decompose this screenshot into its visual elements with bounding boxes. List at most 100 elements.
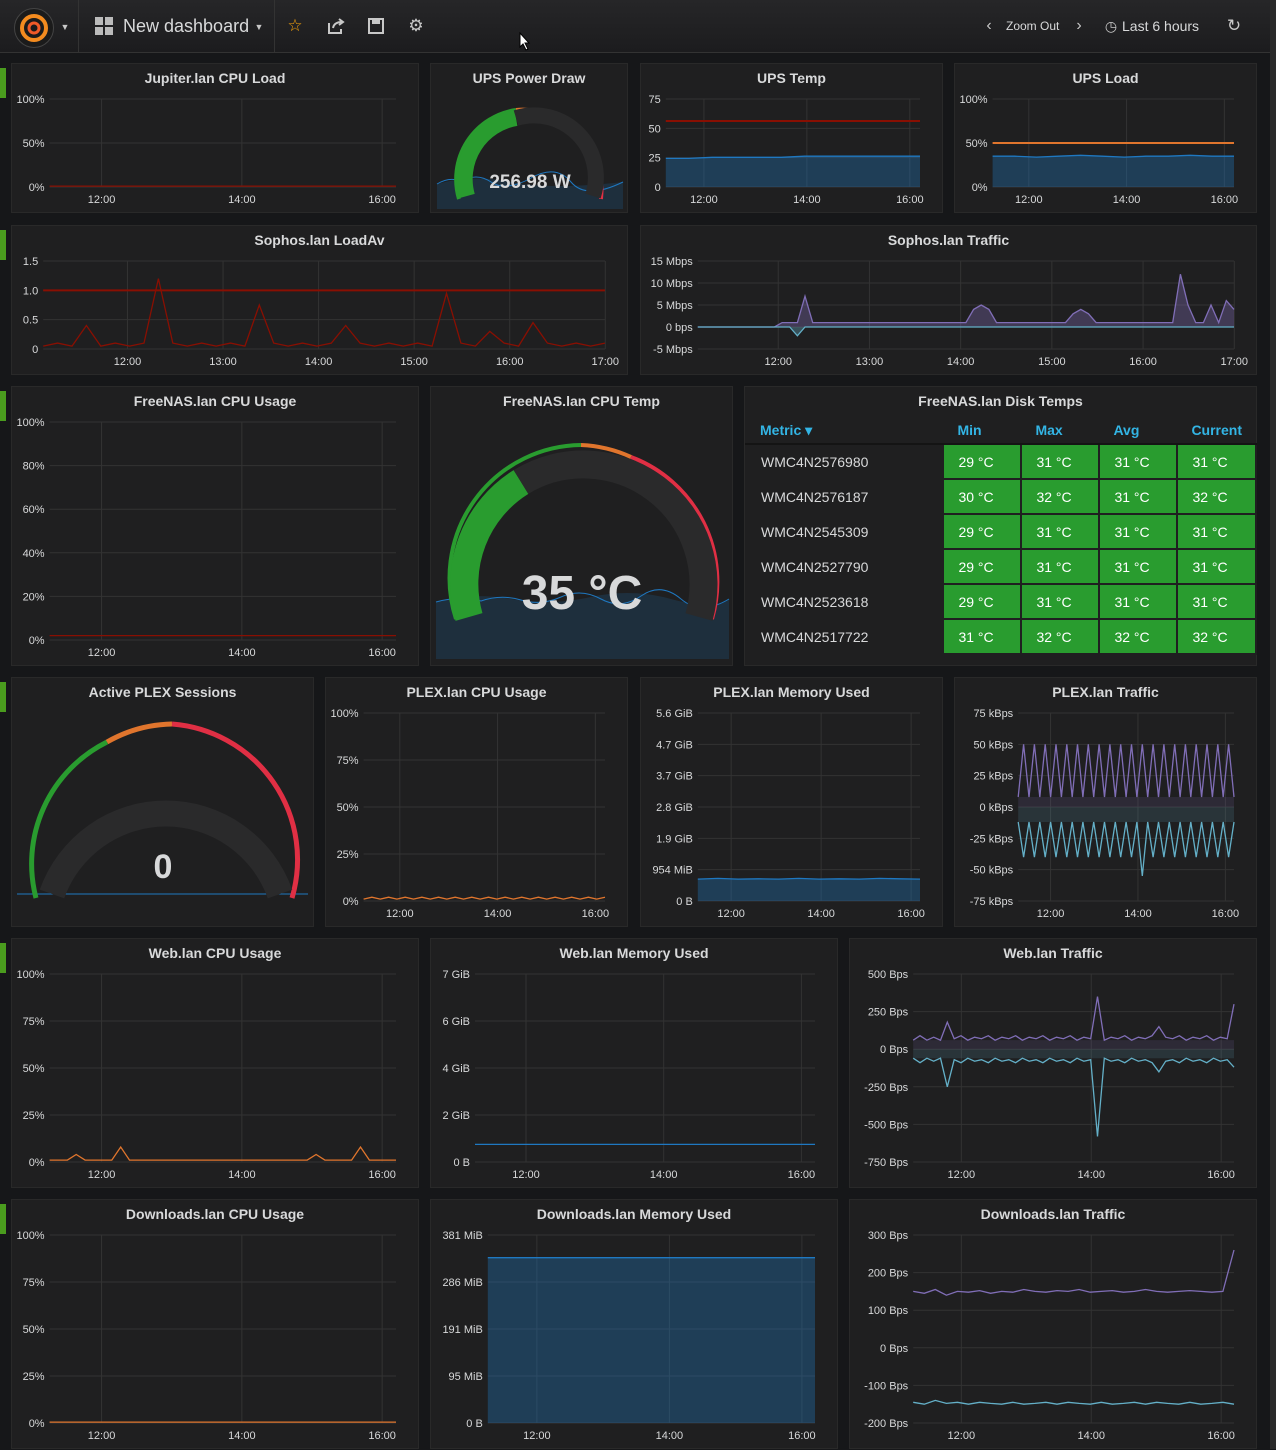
panel-title[interactable]: PLEX.lan Memory Used [713, 684, 870, 700]
x-tick-label: 14:00 [484, 908, 512, 920]
column-header-avg[interactable]: Avg [1099, 417, 1178, 445]
panel-plex-memory-used[interactable]: 5.6 GiB 4.7 GiB 3.7 GiB 2.8 GiB 1.9 GiB 954 M… [640, 677, 943, 927]
x-tick-label: 12:00 [88, 647, 116, 659]
x-tick-label: 14:00 [1113, 194, 1141, 206]
y-tick-label: 0 B [466, 1418, 483, 1430]
y-tick-label: 381 MiB [442, 1230, 482, 1242]
panel-title[interactable]: Web.lan CPU Usage [148, 945, 282, 961]
chart-svg: 100% 50% 0% 12:00 14:00 16:00 [16, 94, 396, 206]
share-icon[interactable] [327, 17, 345, 35]
row-handle[interactable] [0, 1204, 6, 1234]
series-line [363, 896, 606, 900]
dashboard-caret-icon[interactable]: ▼ [254, 22, 264, 32]
panel-title[interactable]: PLEX.lan Traffic [1052, 684, 1159, 700]
chevron-left-icon[interactable]: ‹ [986, 17, 992, 34]
panel-title[interactable]: Active PLEX Sessions [88, 684, 237, 700]
zoom-out-button[interactable]: Zoom Out [1006, 19, 1060, 33]
panel-title[interactable]: Sophos.lan Traffic [887, 232, 1010, 248]
row-handle[interactable] [0, 68, 6, 98]
panel-title[interactable]: Web.lan Traffic [1003, 945, 1103, 961]
dashboard-title[interactable]: New dashboard [123, 16, 250, 36]
row-handle[interactable] [0, 682, 6, 712]
refresh-icon[interactable]: ↻ [1226, 16, 1242, 35]
panel-plex-cpu-usage[interactable]: 100% 75% 50% 25% 0% 12:00 14:00 16:00 PLEX.lan … [325, 677, 628, 927]
x-tick-label: 14:00 [1124, 908, 1152, 920]
panel-title[interactable]: PLEX.lan CPU Usage [406, 684, 547, 700]
panel-sophos-traffic[interactable]: 15 Mbps 10 Mbps 5 Mbps 0 bps -5 Mbps 12:00 13:… [640, 225, 1257, 375]
cell-metric: WMC4N2527790 [744, 548, 945, 585]
x-tick-label: 14:00 [947, 356, 975, 368]
x-tick-label: 12:00 [948, 1430, 976, 1442]
series-area [697, 274, 1234, 327]
panel-downloads-memory-used[interactable]: 381 MiB 286 MiB 191 MiB 95 MiB 0 B 12:00 14:00… [430, 1199, 838, 1449]
panel-title[interactable]: UPS Power Draw [472, 70, 586, 86]
column-header-current[interactable]: Current [1177, 417, 1256, 445]
panel-downloads-traffic[interactable]: 300 Bps 200 Bps 100 Bps 0 Bps -100 Bps -200 B… [849, 1199, 1257, 1449]
panel-title[interactable]: Downloads.lan CPU Usage [125, 1206, 305, 1222]
panel-freenas-disk-temps[interactable]: FreeNAS.lan Disk Temps Metric ▾ Min Max … [744, 386, 1257, 666]
panel-title[interactable]: Web.lan Memory Used [559, 945, 709, 961]
caret-down-icon[interactable]: ▼ [60, 22, 70, 32]
series-area [913, 1049, 1234, 1059]
panel-ups-power-draw[interactable]: UPS Power Draw 256.98 W [430, 63, 628, 213]
cell-current: 32 °C [1176, 618, 1257, 655]
column-header-max[interactable]: Max [1021, 417, 1100, 445]
series-line [912, 996, 1235, 1042]
panel-title[interactable]: Sophos.lan LoadAv [254, 232, 385, 248]
y-tick-label: 100% [16, 1230, 44, 1242]
series-line [1017, 744, 1235, 798]
panel-title[interactable]: UPS Load [1072, 70, 1139, 86]
chevron-right-icon[interactable]: › [1076, 17, 1082, 34]
x-tick-label: 12:00 [523, 1430, 551, 1442]
panel-web-memory-used[interactable]: 7 GiB 6 GiB 4 GiB 2 GiB 0 B 12:00 14:00 16:00 W… [430, 938, 838, 1188]
x-tick-label: 12:00 [1037, 908, 1065, 920]
panel-web-traffic[interactable]: 500 Bps 250 Bps 0 Bps -250 Bps -500 Bps -750 … [849, 938, 1257, 1188]
panel-title[interactable]: UPS Temp [757, 70, 826, 86]
column-header-metric[interactable]: Metric ▾ [746, 417, 944, 445]
save-icon[interactable] [367, 17, 385, 35]
y-tick-label: 4.7 GiB [656, 739, 693, 751]
y-tick-label: -250 Bps [864, 1082, 909, 1094]
column-header-min[interactable]: Min [943, 417, 1022, 445]
panel-title[interactable]: FreeNAS.lan Disk Temps [918, 393, 1083, 409]
panel-ups-temp[interactable]: 75 50 25 0 12:00 14:00 16:00 UPS Temp [640, 63, 943, 213]
x-tick-label: 13:00 [856, 356, 884, 368]
y-tick-label: 50% [337, 802, 359, 814]
panel-title[interactable]: FreeNAS.lan CPU Usage [133, 393, 297, 409]
panel-ups-load[interactable]: 100% 50% 0% 12:00 14:00 16:00 UPS Load [954, 63, 1257, 213]
y-tick-label: 1.9 GiB [656, 833, 693, 845]
panel-jupiter-cpu-load[interactable]: 100% 50% 0% 12:00 14:00 16:00 Jupiter.lan CPU… [11, 63, 419, 213]
y-tick-label: 0.5 [23, 315, 38, 327]
ups-power-value: 256.98 W [489, 172, 570, 193]
row-handle[interactable] [0, 943, 6, 973]
y-tick-label: 1.5 [23, 256, 38, 268]
panel-freenas-cpu-usage[interactable]: 100% 80% 60% 40% 20% 0% 12:00 14:00 16:00 FreeNA… [11, 386, 419, 666]
panel-active-plex-sessions[interactable]: Active PLEX Sessions 0 [11, 677, 314, 927]
panel-title[interactable]: Downloads.lan Memory Used [536, 1206, 732, 1222]
panel-web-cpu-usage[interactable]: 100% 75% 50% 25% 0% 12:00 14:00 16:00 Web.lan C… [11, 938, 419, 1188]
panel-title[interactable]: Downloads.lan Traffic [980, 1206, 1126, 1222]
y-tick-label: 0% [29, 1418, 45, 1430]
row-handle[interactable] [0, 391, 6, 421]
cell-avg: 31 °C [1098, 513, 1179, 550]
row-handle[interactable] [0, 230, 6, 260]
panel-plex-traffic[interactable]: 75 kBps 50 kBps 25 kBps 0 kBps -25 kBps -50 k… [954, 677, 1257, 927]
table-row: WMC4N2517722 31 °C 32 °C 32 °C 32 °C [744, 618, 1257, 655]
panel-title[interactable]: FreeNAS.lan CPU Temp [503, 393, 660, 409]
y-tick-label: 100% [330, 708, 358, 720]
series-line [697, 326, 1234, 337]
y-tick-label: 0 Bps [880, 1044, 909, 1056]
time-range-picker[interactable]: Last 6 hours [1122, 18, 1200, 34]
star-icon[interactable]: ☆ [287, 16, 303, 35]
panel-sophos-loadav[interactable]: 1.5 1.0 0.5 0 12:00 13:00 14:00 15:00 16:00 17:00… [11, 225, 628, 375]
x-tick-label: 12:00 [88, 194, 116, 206]
series-area [913, 1040, 1234, 1050]
panel-title[interactable]: Jupiter.lan CPU Load [144, 70, 286, 86]
x-tick-label: 15:00 [1038, 356, 1066, 368]
panel-downloads-cpu-usage[interactable]: 100% 75% 50% 25% 0% 12:00 14:00 16:00 Downloads… [11, 1199, 419, 1449]
x-tick-label: 16:00 [897, 908, 925, 920]
grafana-logo-icon[interactable] [14, 8, 54, 48]
settings-gear-icon[interactable]: ⚙ [408, 16, 424, 35]
panel-freenas-cpu-temp[interactable]: FreeNAS.lan CPU Temp 35 °C [430, 386, 733, 666]
page-scrollbar[interactable] [1270, 0, 1276, 1449]
